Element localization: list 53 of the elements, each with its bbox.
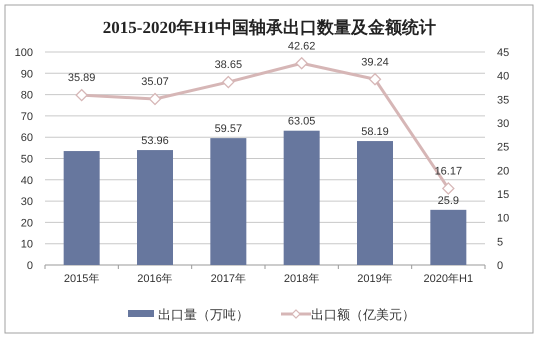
data-label: 35.89	[68, 72, 96, 84]
y2-tick-label: 35	[497, 94, 510, 106]
y-tick-label: 40	[20, 174, 33, 187]
y-tick-label: 30	[20, 196, 33, 208]
data-label: 35.07	[141, 76, 169, 88]
x-tick-label: 2019年	[357, 273, 393, 285]
y-tick-label: 0	[26, 260, 33, 272]
y-tick-label: 20	[20, 217, 33, 230]
y-tick-label: 70	[20, 110, 33, 123]
y-tick-label: 80	[20, 90, 33, 102]
data-label: 25.9	[438, 194, 460, 207]
y-tick-label: 50	[20, 154, 33, 166]
x-tick-label: 2020年H1	[424, 273, 474, 285]
y2-tick-label: 30	[497, 118, 510, 130]
point	[368, 73, 382, 86]
y-tick-label: 100	[14, 47, 33, 59]
y2-tick-label: 20	[497, 165, 510, 178]
y2-tick-label: 25	[497, 142, 510, 154]
y2-tick-label: 0	[497, 260, 504, 272]
bar	[210, 138, 246, 265]
y2-tick-label: 45	[497, 47, 510, 59]
legend-label: 出口额（亿美元）	[311, 307, 415, 322]
y2-tick-label: 40	[497, 70, 510, 83]
x-tick-label: 2016年	[137, 273, 173, 285]
data-label: 39.24	[361, 56, 389, 68]
bar	[430, 210, 466, 265]
y2-tick-label: 5	[497, 236, 504, 248]
y2-tick-label: 10	[497, 212, 510, 225]
data-label: 58.19	[361, 126, 389, 138]
point	[148, 92, 162, 106]
bar	[64, 151, 100, 265]
x-tick-label: 2018年	[284, 273, 320, 285]
data-label: 59.57	[214, 123, 242, 136]
data-label: 38.65	[214, 59, 242, 72]
bar	[137, 150, 173, 265]
point	[222, 76, 234, 88]
point	[296, 57, 308, 70]
data-label: 16.17	[434, 165, 462, 178]
data-label: 63.05	[288, 116, 316, 128]
y-tick-label: 90	[20, 68, 33, 80]
x-tick-label: 2015年	[64, 273, 100, 285]
y-tick-label: 60	[20, 132, 33, 144]
y2-tick-label: 15	[497, 189, 510, 201]
point	[76, 88, 88, 102]
x-tick-label: 2017年	[210, 273, 246, 285]
data-label: 53.96	[141, 135, 169, 148]
y-tick-label: 10	[20, 238, 33, 251]
chart-title: 2015-2020年H1中国轴承出口数量及金额统计	[102, 18, 436, 37]
legend-label: 出口量（万吨）	[158, 307, 249, 322]
bar	[284, 130, 320, 265]
bar	[357, 141, 393, 265]
data-label: 42.62	[288, 40, 316, 52]
point	[442, 182, 454, 195]
